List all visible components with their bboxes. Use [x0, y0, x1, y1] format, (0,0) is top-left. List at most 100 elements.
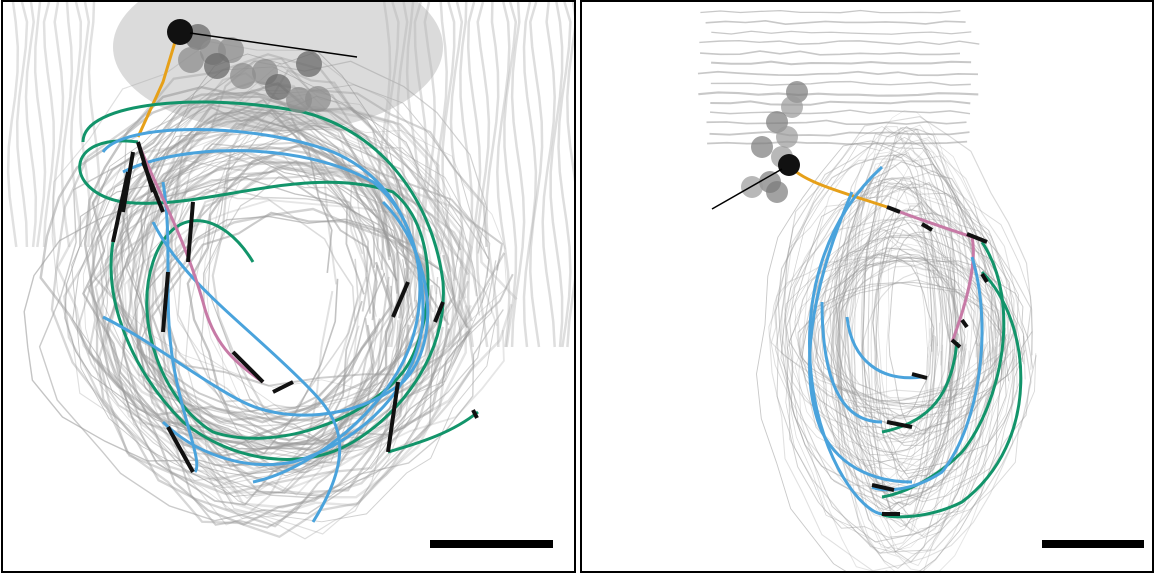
right-trajectory-plot	[697, 9, 1144, 571]
left-gray-loop	[119, 153, 380, 498]
left-gray-loop	[82, 95, 423, 457]
left-panel	[1, 0, 576, 573]
right-gray-loop	[816, 222, 1026, 472]
left-gray-loop	[50, 53, 470, 496]
left-gray-strand	[529, 2, 544, 348]
right-scale-bar	[1042, 540, 1144, 548]
left-gray-loop	[113, 101, 386, 451]
right-gray-loop	[833, 183, 958, 458]
right-gray-loop	[756, 140, 1010, 571]
right-gray-loop	[832, 236, 963, 443]
right-horizontal-line	[709, 109, 971, 115]
left-gray-loop	[87, 141, 432, 450]
right-anchor-bead	[778, 154, 800, 176]
right-green-track-3	[881, 341, 959, 434]
left-gray-strand	[522, 2, 538, 348]
right-blue-track-3	[845, 316, 923, 380]
left-gray-loop	[202, 119, 412, 442]
right-gray-loop	[839, 209, 997, 446]
left-gray-loop	[135, 151, 440, 471]
left-bead	[230, 63, 256, 89]
right-horizontal-line	[699, 39, 980, 46]
right-gray-loop	[842, 177, 931, 485]
right-colored-tracks	[787, 164, 1023, 519]
right-bead	[781, 96, 803, 118]
left-gray-strand	[459, 2, 474, 348]
right-gray-loop	[797, 281, 1004, 402]
right-gray-loop	[835, 161, 983, 499]
right-gray-loop	[872, 205, 956, 475]
right-gray-loop	[885, 148, 958, 537]
right-gray-loop	[781, 219, 1011, 440]
right-gray-loop	[835, 186, 984, 500]
right-gray-loop	[860, 179, 954, 471]
right-gray-loop	[787, 228, 989, 453]
left-gray-loop	[204, 122, 411, 458]
right-gray-loop	[875, 181, 957, 479]
left-bead	[296, 51, 322, 77]
left-gray-loop	[125, 117, 451, 427]
right-horizontal-line	[709, 130, 970, 137]
left-gray-loop	[151, 211, 451, 446]
left-trajectory-plot	[6, 2, 574, 548]
right-gray-loop	[780, 178, 1025, 516]
left-gray-strand	[566, 2, 574, 348]
right-orange-track	[787, 164, 888, 209]
left-gray-loop	[121, 124, 496, 523]
left-scale-bar	[430, 540, 553, 548]
right-gray-loop	[784, 126, 1008, 553]
right-horizontal-line	[710, 100, 971, 106]
right-green-track-1	[881, 241, 1006, 499]
right-gray-loop	[788, 234, 1018, 437]
right-horizontal-line	[699, 50, 961, 56]
left-blue-track-1	[101, 128, 425, 467]
left-gray-strand	[60, 2, 74, 248]
right-bead	[776, 126, 798, 148]
right-gray-loop	[841, 261, 1007, 408]
left-gray-loop	[38, 104, 457, 522]
left-gray-loop	[71, 66, 463, 498]
right-blue-track-5	[871, 256, 984, 492]
left-bead	[305, 86, 331, 112]
left-gray-strand	[449, 2, 465, 348]
right-bead	[766, 181, 788, 203]
right-gray-loop	[815, 248, 999, 399]
left-gray-loop	[96, 60, 497, 469]
left-gray-strand	[557, 2, 572, 348]
right-gray-loop	[769, 185, 1007, 467]
left-gray-loop	[136, 215, 471, 451]
right-gray-loop	[811, 256, 1033, 406]
right-bead	[751, 136, 773, 158]
right-gray-background-lines	[756, 110, 1037, 571]
right-gray-loop	[850, 226, 951, 481]
right-horizontal-line	[710, 80, 971, 86]
right-gray-loop	[830, 228, 952, 488]
left-gray-loop	[82, 63, 451, 519]
left-gray-loop	[115, 124, 504, 499]
right-gray-loop	[794, 256, 983, 470]
left-gray-strand	[503, 2, 518, 348]
left-gray-loop	[127, 98, 473, 517]
right-gray-loop	[861, 154, 935, 511]
left-gray-loop	[51, 41, 462, 488]
right-gray-loop	[875, 229, 938, 437]
right-gray-loop	[877, 208, 942, 441]
left-colored-tracks	[78, 31, 479, 523]
left-gray-strand	[376, 2, 392, 348]
right-horizontal-gray-lines	[697, 9, 980, 145]
right-gray-loop	[810, 259, 1008, 405]
right-gray-loop	[801, 236, 993, 463]
left-gray-loop	[90, 80, 506, 422]
right-horizontal-line	[700, 9, 961, 14]
right-gray-loop	[854, 151, 939, 534]
left-gray-loop	[102, 156, 399, 485]
left-bead	[265, 74, 291, 100]
right-gray-loop	[846, 148, 959, 499]
right-blue-track-4	[820, 301, 883, 424]
right-pointer-line	[711, 168, 783, 210]
left-blue-track-4	[151, 221, 342, 523]
right-gray-loop	[768, 155, 1026, 571]
right-gray-loop	[786, 176, 1007, 543]
right-gray-loop	[838, 253, 962, 417]
left-gray-strand	[6, 2, 20, 248]
